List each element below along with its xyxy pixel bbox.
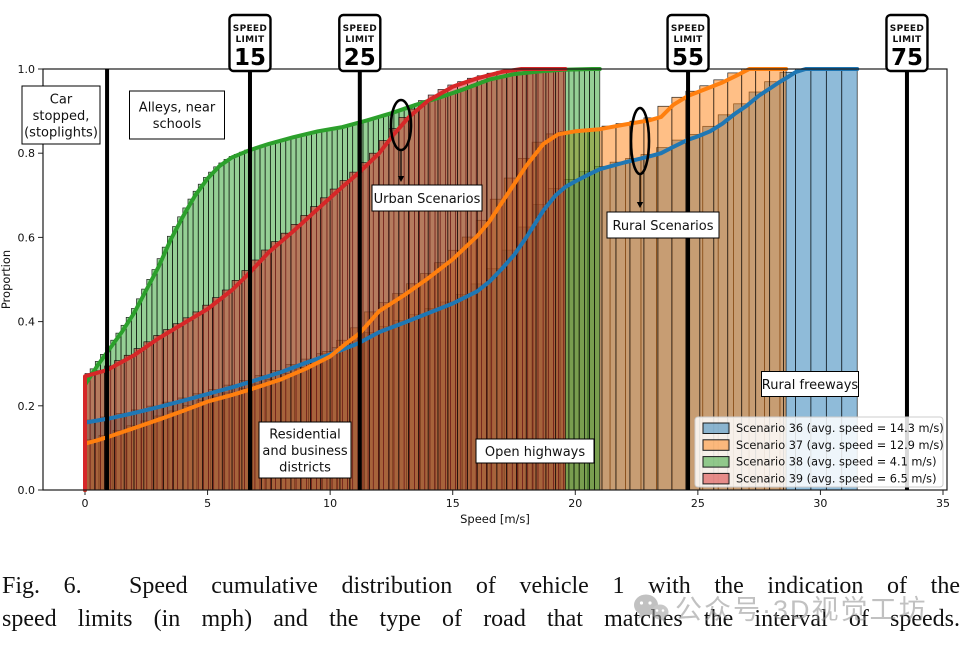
plot-frame [42, 68, 948, 491]
annotation-rural-freeways: Rural freeways [761, 371, 859, 397]
speed-limit-sign-75 [885, 13, 929, 73]
legend-label-36: Scenario 36 (avg. speed = 14.3 m/s) [736, 422, 944, 435]
svg-text:75: 75 [891, 45, 923, 71]
legend-swatch-39 [702, 472, 730, 485]
svg-text:55: 55 [672, 45, 704, 71]
x-axis-label: Speed [m/s] [460, 512, 530, 526]
svg-text:SPEED: SPEED [343, 24, 377, 34]
x-tick-label: 0 [82, 497, 89, 510]
svg-text:and business: and business [262, 444, 347, 459]
x-tick-label: 20 [568, 497, 582, 510]
legend-label-39: Scenario 39 (avg. speed = 6.5 m/s) [736, 472, 936, 485]
cdf-curve-39 [83, 67, 568, 492]
legend-swatch-36 [702, 422, 730, 434]
svg-text:stopped,: stopped, [33, 109, 90, 124]
y-axis-label: Proportion [0, 250, 13, 309]
legend-swatch-38 [702, 456, 730, 468]
svg-text:25: 25 [344, 45, 376, 71]
svg-text:Alleys, near: Alleys, near [139, 101, 216, 116]
legend-label-37: Scenario 37 (avg. speed = 12.9 m/s) [736, 439, 944, 452]
plot-svg: 0 5 10 15 20 25 30 35 0.0 0.2 0.4 0.6 0.8 1.0 Speed [m… [0, 13, 951, 526]
x-tick-label: 15 [446, 497, 460, 510]
x-tick-label: 25 [691, 497, 705, 510]
x-tick-label: 30 [813, 497, 827, 510]
y-tick-label: 0.4 [18, 316, 36, 329]
svg-text:SPEED: SPEED [671, 24, 705, 34]
legend-label-38: Scenario 38 (avg. speed = 4.1 m/s) [736, 456, 936, 469]
svg-text:Open highways: Open highways [485, 445, 585, 460]
svg-text:Residential: Residential [269, 427, 341, 442]
annotation-rural-scenarios: Rural Scenarios [606, 211, 720, 239]
svg-text:LIMIT: LIMIT [235, 35, 265, 45]
svg-text:LIMIT: LIMIT [674, 35, 704, 45]
svg-text:LIMIT: LIMIT [892, 35, 922, 45]
highlight-ellipse-1 [389, 98, 413, 182]
y-tick-label: 0.0 [18, 484, 36, 497]
y-tick-label: 0.2 [18, 400, 36, 413]
svg-text:(stoplights): (stoplights) [24, 125, 98, 140]
cdf-curve-38 [83, 67, 602, 492]
svg-text:SPEED: SPEED [890, 24, 924, 34]
cdf-curve-37 [83, 67, 789, 492]
x-tick-label: 35 [936, 497, 950, 510]
x-tick-label: 10 [323, 497, 337, 510]
cdf-chart: 0 5 10 15 20 25 30 35 0.0 0.2 0.4 0.6 0.8 1.0 Speed [m… [0, 13, 951, 526]
cdf-curve-36 [83, 67, 860, 492]
caption-line-2: speed limits (in mph) and the type of ro… [2, 606, 960, 632]
legend-swatch-37 [702, 439, 730, 451]
annotation-car-stopped: Car stopped,(stoplights) [21, 85, 101, 145]
svg-text:Rural freeways: Rural freeways [762, 378, 859, 393]
svg-text:schools: schools [153, 117, 202, 132]
speed-limit-sign-55 [666, 13, 710, 73]
axes-ticks: 0 5 10 15 20 25 30 35 0.0 0.2 0.4 0.6 0.8 1.0 [18, 63, 951, 510]
figure-caption: Fig. 6. Speed cumulative distribution of… [2, 570, 960, 636]
svg-text:SPEED: SPEED [233, 24, 267, 34]
svg-text:Rural Scenarios: Rural Scenarios [612, 219, 713, 234]
highlight-ellipse-2 [629, 106, 651, 208]
caption-line-1: Fig. 6. Speed cumulative distribution of… [2, 573, 960, 599]
y-tick-label: 1.0 [18, 63, 36, 76]
svg-text:15: 15 [234, 45, 266, 71]
histogram-bars-39 [84, 68, 566, 491]
legend: Scenario 36 (avg. speed = 14.3 m/s) Scena… [694, 416, 944, 488]
svg-text:LIMIT: LIMIT [345, 35, 375, 45]
speed-limit-sign-25 [338, 13, 382, 73]
x-tick-label: 5 [204, 497, 211, 510]
annotation-open-highways: Open highways [475, 438, 595, 464]
y-tick-label: 0.6 [18, 231, 36, 244]
svg-text:Car: Car [50, 92, 73, 107]
speed-limit-sign-15 [228, 13, 272, 73]
svg-text:Urban Scenarios: Urban Scenarios [374, 192, 481, 207]
y-tick-label: 0.8 [18, 147, 36, 160]
annotation-urban-scenarios: Urban Scenarios [371, 184, 483, 212]
svg-text:districts: districts [279, 460, 331, 475]
